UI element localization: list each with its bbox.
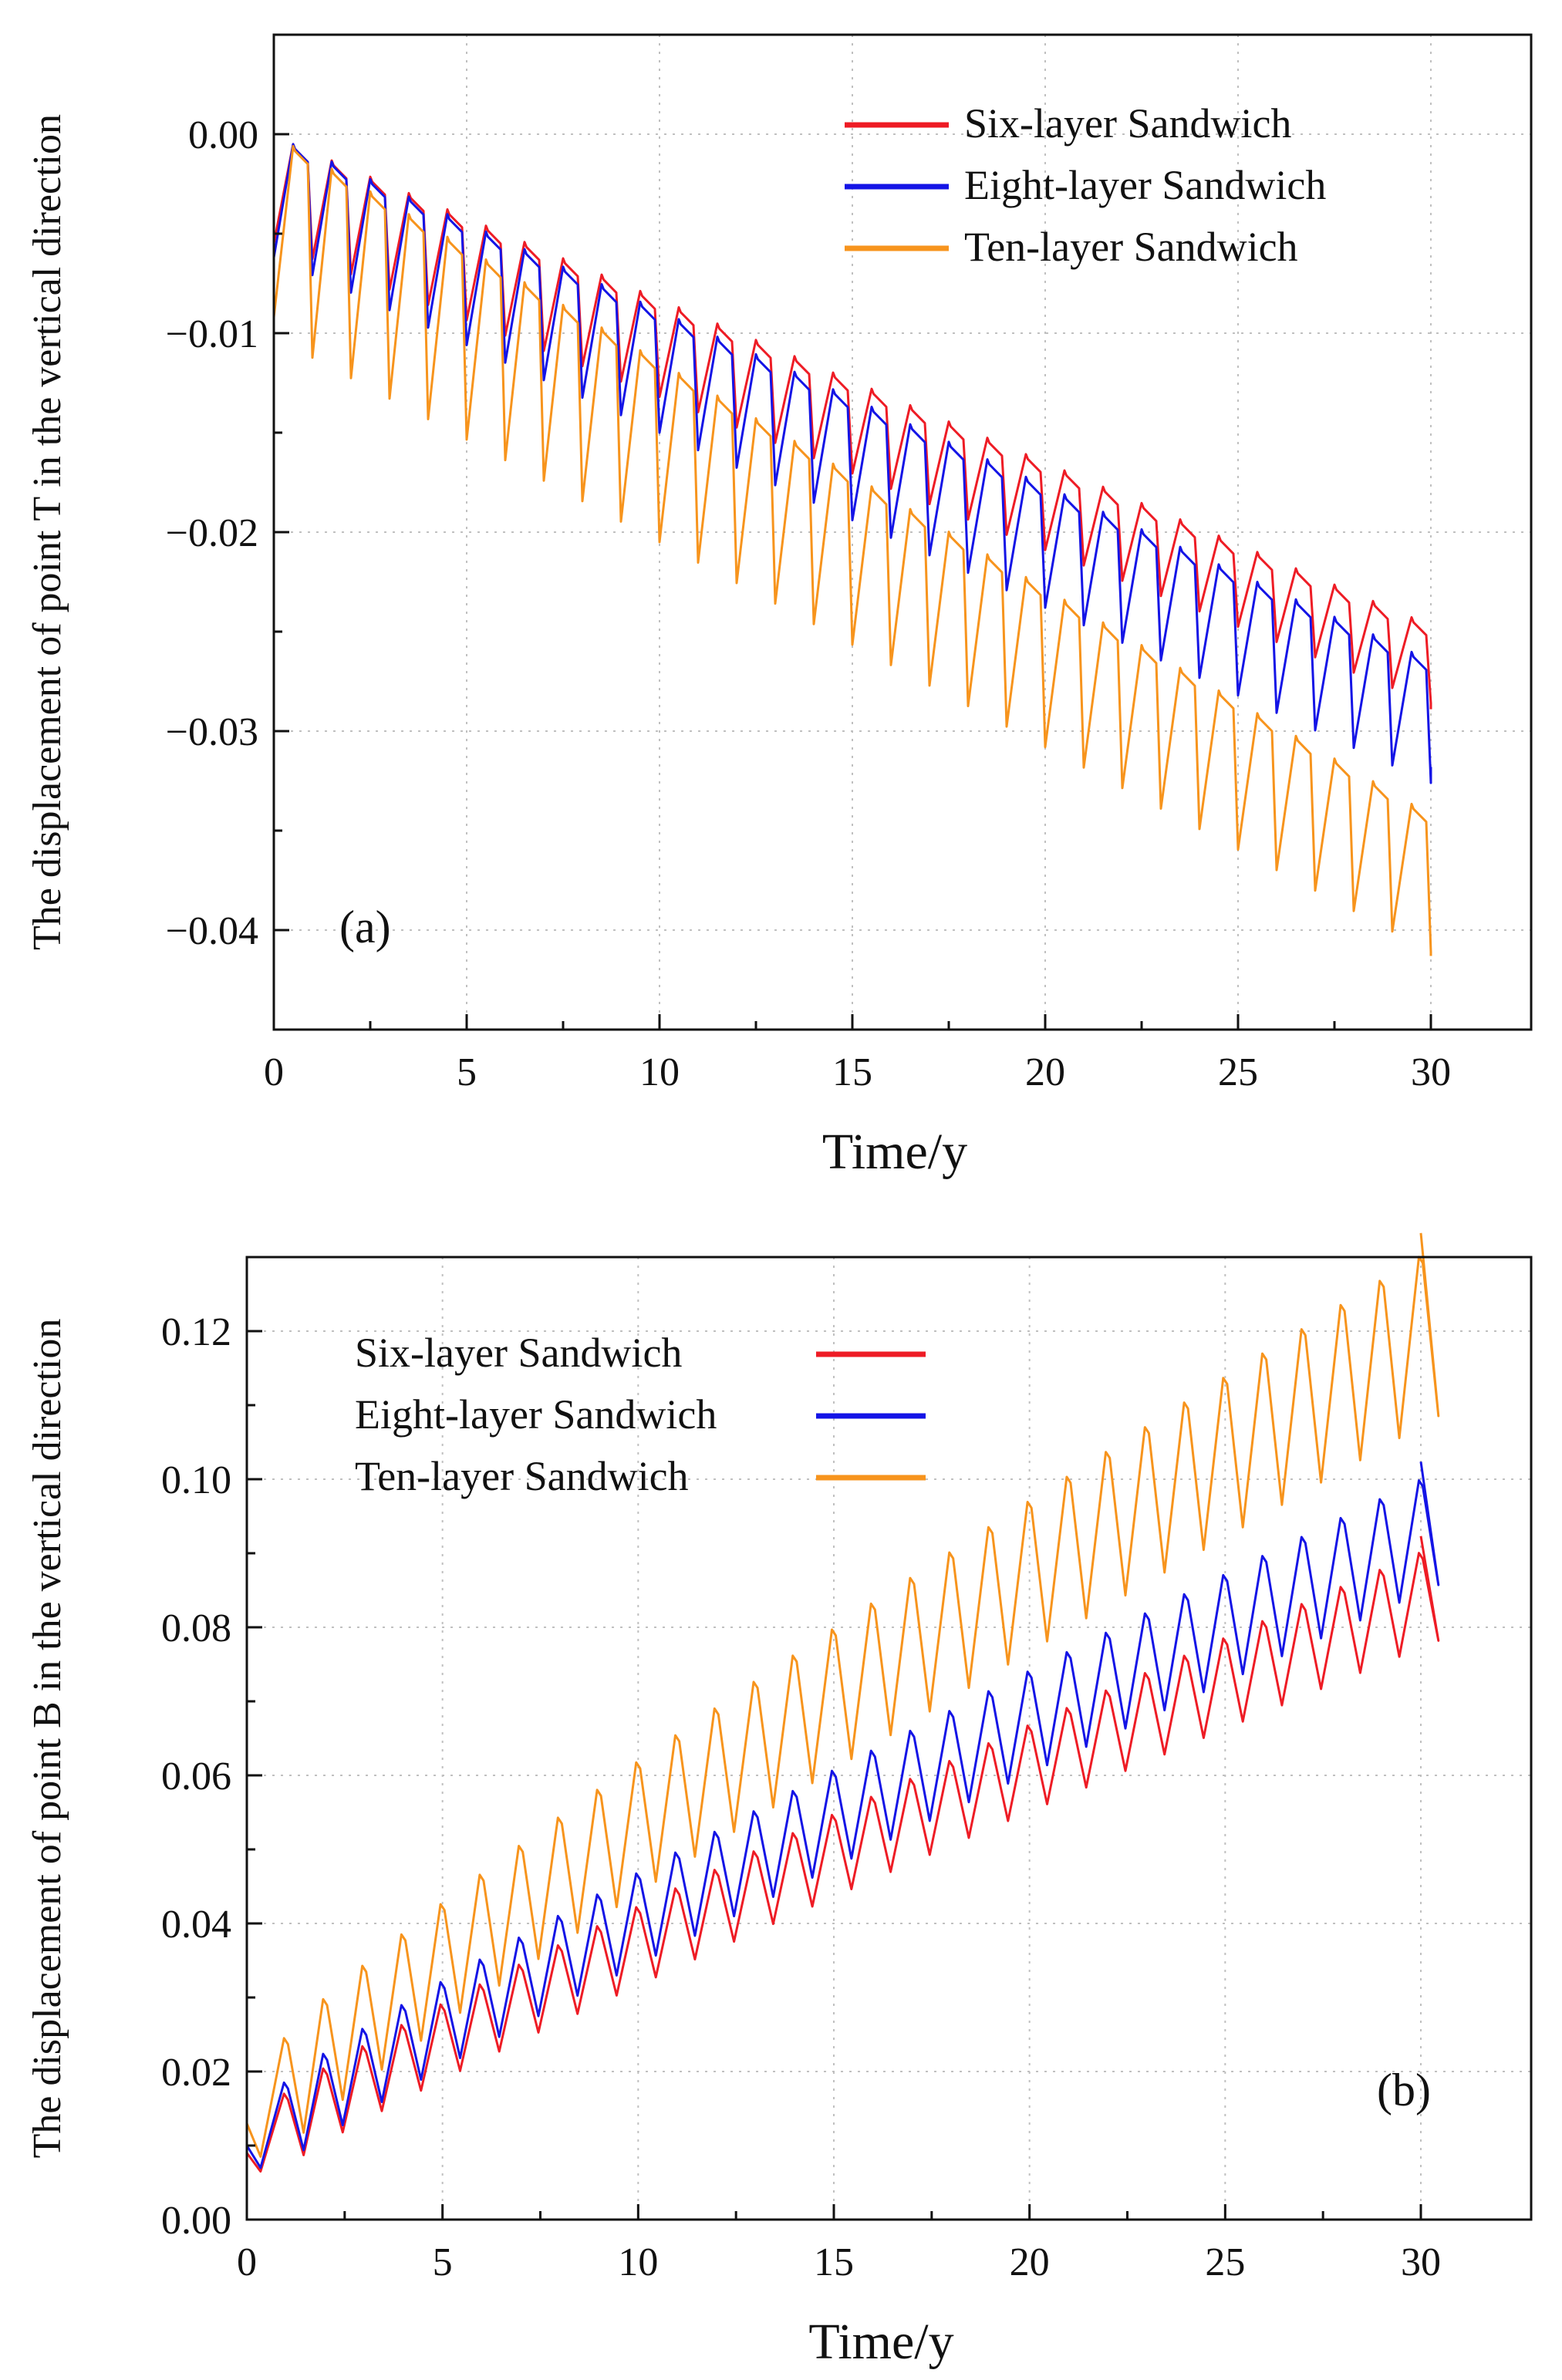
x-tick-label: 20: [1025, 1050, 1065, 1094]
x-tick-label: 10: [618, 2240, 658, 2284]
series-line-eight: [272, 143, 1432, 784]
panel-label: (a): [339, 902, 391, 952]
y-axis-title: The displacement of point T in the verti…: [25, 114, 69, 950]
chart-panel-a: 0 5 10 15 20 25 30 0.00 −0.01 −0.02 −0.03 −0.04 Time…: [25, 33, 1533, 1180]
x-axis-title: Time/y: [808, 2314, 953, 2370]
x-tick-label: 25: [1218, 1050, 1258, 1094]
x-axis-title: Time/y: [822, 1124, 967, 1180]
y-tick-label: 0.00: [161, 2199, 231, 2243]
x-tick-label: 5: [457, 1050, 477, 1094]
panel-label: (b): [1377, 2065, 1431, 2115]
legend-label: Six-layer Sandwich: [964, 100, 1291, 147]
legend-label: Eight-layer Sandwich: [964, 162, 1326, 208]
y-tick-label: 0.06: [161, 1755, 231, 1798]
legend-label: Ten-layer Sandwich: [964, 224, 1298, 270]
y-tick-label: 0.00: [188, 113, 258, 157]
x-tick-label: 15: [832, 1050, 872, 1094]
x-tick-label: 20: [1010, 2240, 1050, 2284]
y-tick-label: 0.10: [161, 1458, 231, 1502]
y-tick-label: 0.12: [161, 1310, 231, 1354]
x-tick-label: 15: [814, 2240, 854, 2284]
legend-label: Eight-layer Sandwich: [355, 1391, 717, 1438]
y-tick-label: −0.04: [166, 909, 258, 953]
y-tick-label: 0.04: [161, 1903, 231, 1947]
x-tick-label: 10: [639, 1050, 680, 1094]
plot-frame: [245, 1256, 1533, 2221]
x-tick-label: 30: [1411, 1050, 1451, 1094]
x-tick-label: 25: [1205, 2240, 1245, 2284]
y-tick-label: −0.02: [166, 511, 258, 555]
y-tick-label: −0.01: [166, 312, 258, 356]
grid-a: [274, 35, 1531, 1030]
x-tick-label: 5: [433, 2240, 453, 2284]
series-line-eight: [245, 1461, 1440, 2169]
legend-label: Six-layer Sandwich: [355, 1330, 682, 1376]
series-line-six: [245, 1536, 1440, 2173]
chart-panel-b: 0 5 10 15 20 25 30 0.00 0.02 0.04 0.06 0.08 0.10 0.12…: [25, 1232, 1533, 2370]
x-tick-label: 30: [1401, 2240, 1441, 2284]
legend-label: Ten-layer Sandwich: [355, 1453, 689, 1499]
series-line-ten: [245, 1232, 1440, 2158]
x-tick-label: 0: [264, 1050, 284, 1094]
series-line-six: [272, 143, 1432, 710]
series-line-ten: [272, 145, 1432, 956]
y-tick-label: 0.02: [161, 2051, 231, 2095]
y-tick-label: 0.08: [161, 1606, 231, 1650]
legend: Six-layer Sandwich Eight-layer Sandwich Te…: [845, 100, 1326, 270]
y-tick-label: −0.03: [166, 710, 258, 754]
y-axis-title: The displacement of point B in the verti…: [25, 1319, 69, 2159]
x-tick-label: 0: [237, 2240, 257, 2284]
legend: Six-layer Sandwich Eight-layer Sandwich Te…: [355, 1330, 926, 1499]
